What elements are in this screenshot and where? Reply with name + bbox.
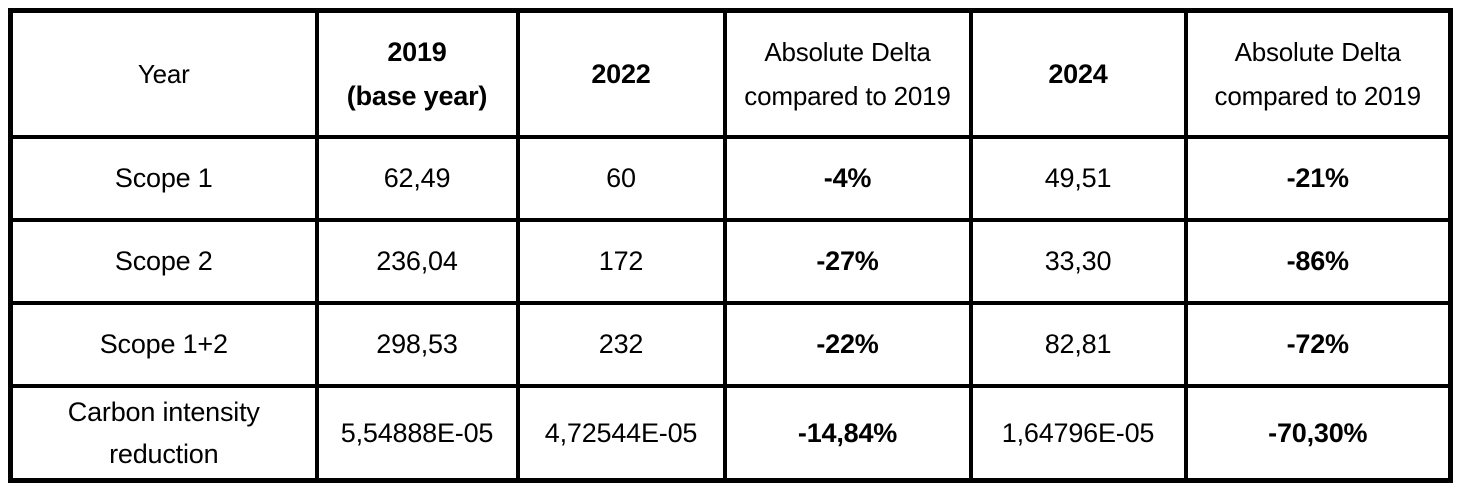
table-cell: -4% <box>722 134 973 222</box>
table-cell: 60 <box>515 134 727 222</box>
table-cell: -72% <box>1183 300 1453 388</box>
header-2024: 2024 <box>968 8 1188 139</box>
row-scope-1: Scope 1 62,49 60 -4% 49,51 -21% <box>8 134 1453 222</box>
table-cell: 1,64796E-05 <box>968 383 1188 483</box>
header-2022: 2022 <box>515 8 727 139</box>
table-cell: -21% <box>1183 134 1453 222</box>
header-absolute-delta-2: Absolute Delta compared to 2019 <box>1183 8 1453 139</box>
row-carbon-intensity-reduction: Carbon intensity reduction 5,54888E-05 4… <box>8 383 1453 483</box>
table-cell: 62,49 <box>314 134 520 222</box>
table-cell: 49,51 <box>968 134 1188 222</box>
table-cell: 298,53 <box>314 300 520 388</box>
header-row: Year 2019 (base year) 2022 Absolute Delt… <box>8 8 1453 139</box>
header-2019-base-year: 2019 (base year) <box>314 8 520 139</box>
table-cell: 5,54888E-05 <box>314 383 520 483</box>
row-label: Scope 1+2 <box>8 300 319 388</box>
row-scope-2: Scope 2 236,04 172 -27% 33,30 -86% <box>8 217 1453 305</box>
header-year: Year <box>8 8 319 139</box>
table-cell: -27% <box>722 217 973 305</box>
table-cell: 4,72544E-05 <box>515 383 727 483</box>
row-label: Carbon intensity reduction <box>8 383 319 483</box>
table-cell: 82,81 <box>968 300 1188 388</box>
table-cell: 236,04 <box>314 217 520 305</box>
table-cell: 232 <box>515 300 727 388</box>
header-absolute-delta-1: Absolute Delta compared to 2019 <box>722 8 973 139</box>
emissions-table: Year 2019 (base year) 2022 Absolute Delt… <box>8 8 1453 483</box>
table-cell: -70,30% <box>1183 383 1453 483</box>
row-scope-1-2: Scope 1+2 298,53 232 -22% 82,81 -72% <box>8 300 1453 388</box>
table-cell: 33,30 <box>968 217 1188 305</box>
table-cell: -22% <box>722 300 973 388</box>
table-cell: -86% <box>1183 217 1453 305</box>
row-label: Scope 2 <box>8 217 319 305</box>
table-cell: 172 <box>515 217 727 305</box>
table-cell: -14,84% <box>722 383 973 483</box>
row-label: Scope 1 <box>8 134 319 222</box>
